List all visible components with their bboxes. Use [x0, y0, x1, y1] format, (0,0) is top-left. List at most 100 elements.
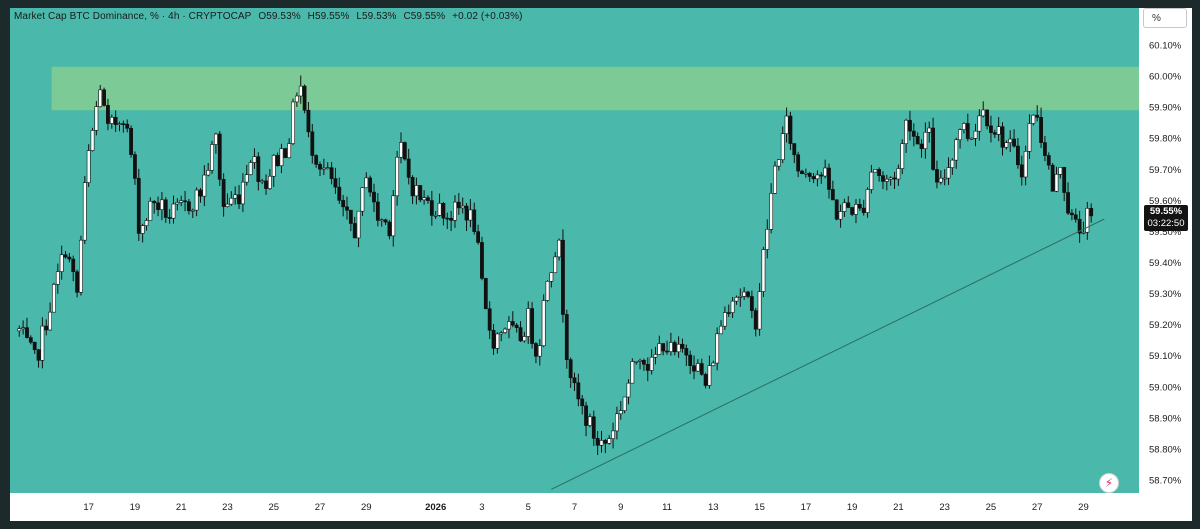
candle[interactable] — [680, 338, 685, 353]
candle[interactable] — [800, 169, 804, 175]
candle[interactable] — [1050, 163, 1055, 192]
candle[interactable] — [588, 413, 592, 428]
candle[interactable] — [742, 287, 747, 300]
candle[interactable] — [657, 335, 662, 355]
candle[interactable] — [541, 294, 546, 348]
candle[interactable] — [776, 159, 781, 171]
candle[interactable] — [121, 120, 126, 133]
candle[interactable] — [94, 101, 99, 136]
candle[interactable] — [537, 339, 542, 366]
candle[interactable] — [71, 255, 76, 282]
candle[interactable] — [1023, 145, 1028, 186]
candle[interactable] — [1008, 130, 1013, 152]
candle[interactable] — [819, 172, 824, 184]
candle[interactable] — [711, 360, 716, 367]
candle[interactable] — [395, 150, 400, 206]
candle[interactable] — [1012, 129, 1016, 148]
candle[interactable] — [225, 193, 230, 208]
candle[interactable] — [414, 177, 419, 205]
candle[interactable] — [456, 193, 461, 215]
lightning-bolt-icon[interactable]: ⚡ — [1099, 473, 1119, 493]
candle[interactable] — [796, 151, 801, 178]
candle[interactable] — [256, 152, 261, 191]
candle[interactable] — [923, 122, 928, 159]
candle[interactable] — [703, 372, 708, 389]
candle[interactable] — [699, 358, 704, 376]
candle[interactable] — [402, 141, 407, 161]
candle[interactable] — [48, 302, 53, 331]
candle[interactable] — [59, 245, 64, 280]
candle[interactable] — [688, 350, 693, 375]
candle[interactable] — [645, 357, 650, 382]
candle[interactable] — [765, 219, 770, 259]
candle[interactable] — [526, 301, 531, 344]
candle[interactable] — [642, 358, 646, 371]
symbol-title[interactable]: Market Cap BTC Dominance, % · 4h · CRYPT… — [14, 11, 252, 22]
candle[interactable] — [183, 191, 187, 212]
candle[interactable] — [803, 168, 808, 178]
candle[interactable] — [981, 101, 986, 118]
candle[interactable] — [194, 187, 199, 217]
candle[interactable] — [1077, 210, 1082, 243]
candle[interactable] — [264, 174, 268, 195]
candle[interactable] — [865, 187, 870, 218]
candle[interactable] — [973, 123, 978, 147]
candle[interactable] — [221, 173, 226, 217]
candle[interactable] — [811, 173, 816, 184]
candle[interactable] — [615, 406, 619, 440]
candle[interactable] — [152, 200, 157, 214]
candle[interactable] — [946, 157, 951, 185]
candle[interactable] — [229, 191, 234, 206]
percent-scale-button[interactable]: % — [1143, 8, 1187, 28]
candle[interactable] — [726, 304, 731, 317]
candle[interactable] — [900, 139, 905, 175]
candle[interactable] — [260, 178, 265, 185]
candle[interactable] — [881, 171, 885, 190]
candle[interactable] — [915, 132, 920, 145]
candle[interactable] — [163, 197, 168, 223]
candle[interactable] — [453, 195, 457, 228]
candle[interactable] — [310, 123, 315, 164]
candle[interactable] — [441, 202, 446, 226]
candle[interactable] — [133, 151, 137, 185]
candle[interactable] — [410, 175, 415, 205]
candle[interactable] — [449, 210, 454, 232]
candle[interactable] — [807, 172, 812, 182]
candle[interactable] — [861, 199, 866, 216]
candle[interactable] — [969, 137, 974, 140]
candle[interactable] — [348, 209, 353, 232]
candle[interactable] — [352, 216, 357, 239]
candle[interactable] — [160, 191, 164, 221]
candle[interactable] — [977, 109, 982, 141]
candle[interactable] — [827, 163, 831, 199]
candle[interactable] — [850, 206, 855, 217]
candle[interactable] — [325, 162, 330, 170]
candle[interactable] — [75, 269, 79, 298]
candle[interactable] — [830, 180, 835, 201]
candle[interactable] — [418, 185, 423, 203]
candle[interactable] — [244, 164, 249, 186]
candle[interactable] — [1085, 201, 1090, 240]
candle[interactable] — [1004, 140, 1009, 150]
candle[interactable] — [649, 349, 654, 375]
candle[interactable] — [549, 272, 554, 288]
candle[interactable] — [942, 169, 947, 186]
candle[interactable] — [989, 115, 993, 143]
candle[interactable] — [491, 323, 496, 355]
candle[interactable] — [102, 87, 106, 107]
candle[interactable] — [634, 361, 639, 365]
candle[interactable] — [769, 183, 774, 234]
candle[interactable] — [63, 251, 68, 259]
candle[interactable] — [507, 315, 511, 339]
candle[interactable] — [44, 319, 49, 336]
candle[interactable] — [1000, 122, 1005, 156]
price-axis[interactable] — [1139, 8, 1192, 493]
candle[interactable] — [383, 218, 388, 225]
candle[interactable] — [950, 158, 955, 175]
candle[interactable] — [175, 198, 180, 211]
candle[interactable] — [773, 161, 777, 195]
candle[interactable] — [534, 342, 538, 364]
candle[interactable] — [672, 340, 677, 356]
